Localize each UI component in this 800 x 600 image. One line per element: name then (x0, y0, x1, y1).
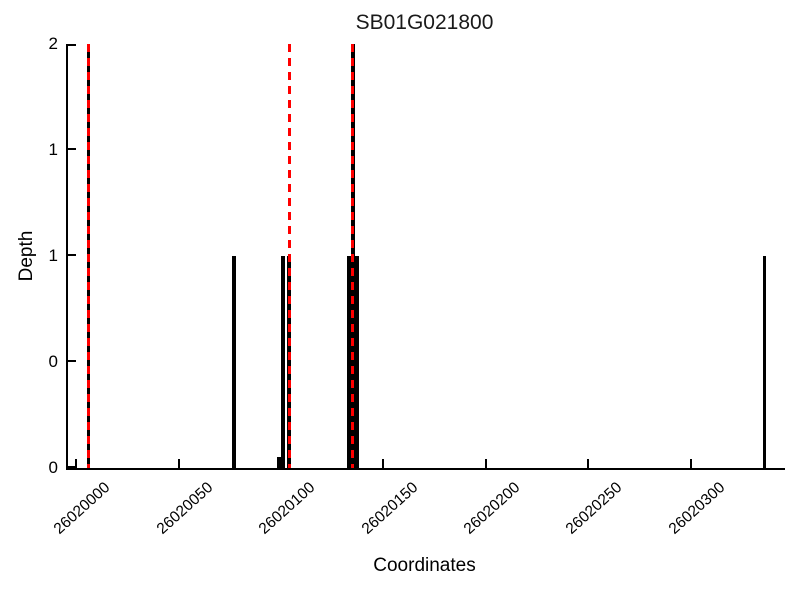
y-tick-mark (68, 148, 76, 150)
depth-bar (762, 256, 767, 468)
depth-bar (353, 256, 357, 468)
x-tick-label: 26020000 (50, 479, 114, 538)
x-tick-label: 26020050 (153, 479, 217, 538)
x-tick-mark (177, 459, 180, 468)
x-tick-label: 26020100 (255, 479, 319, 538)
x-tick-mark (75, 459, 78, 468)
x-tick-label: 26020300 (665, 479, 729, 538)
x-axis-label: Coordinates (373, 555, 476, 576)
x-tick-mark (689, 459, 692, 468)
plot-area (66, 44, 785, 470)
y-tick-label: 1 (48, 246, 58, 265)
y-tick-label: 0 (48, 352, 58, 371)
y-tick-label: 0 (48, 458, 58, 477)
x-tick-mark (587, 459, 590, 468)
y-tick-mark (68, 466, 76, 468)
y-tick-label: 2 (48, 34, 58, 53)
x-tick-label: 26020150 (358, 479, 421, 538)
variant-marker-line (86, 44, 90, 468)
depth-bar (281, 256, 285, 468)
y-tick-mark (68, 254, 76, 256)
x-tick-mark (484, 459, 487, 468)
depth-bar (346, 256, 351, 468)
depth-bar (355, 256, 359, 468)
depth-bar (277, 457, 281, 468)
y-tick-mark (68, 360, 76, 362)
x-tick-label: 26020200 (460, 479, 524, 538)
x-tick-label: 26020250 (563, 479, 626, 538)
variant-marker-line (287, 44, 291, 468)
variant-marker-line (351, 44, 355, 468)
chart-title: SB01G021800 (355, 11, 494, 34)
x-tick-mark (382, 459, 385, 468)
depth-bar (348, 256, 353, 468)
x-tick-mark (280, 459, 283, 468)
y-tick-mark (68, 44, 76, 46)
depth-bar (232, 256, 236, 468)
y-tick-label: 1 (48, 140, 58, 159)
